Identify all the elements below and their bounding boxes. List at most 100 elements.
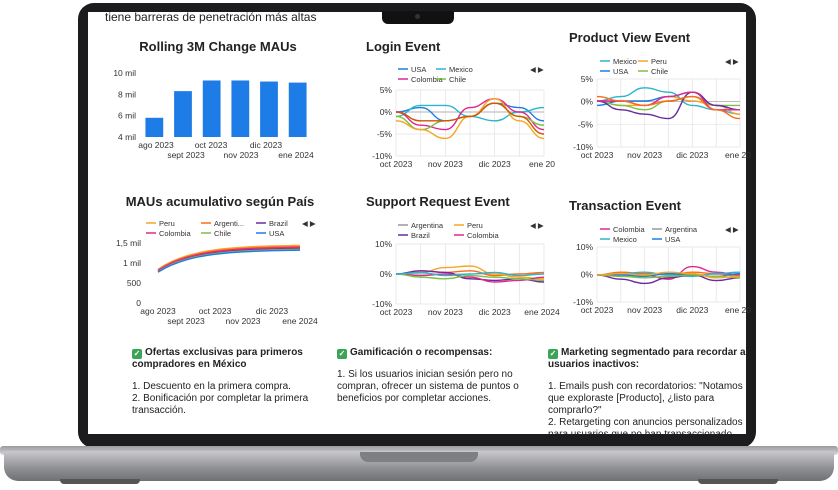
legend-label: Argentina bbox=[665, 225, 698, 234]
y-tick-label: -10% bbox=[573, 142, 593, 152]
series-line bbox=[395, 102, 545, 135]
legend-label: Colombia bbox=[159, 229, 192, 238]
legend-label: Colombia bbox=[613, 225, 646, 234]
legend-label: Argenti... bbox=[214, 219, 244, 228]
y-tick-label: 10% bbox=[576, 242, 593, 252]
y-tick-label: 10 mil bbox=[113, 68, 136, 78]
legend-label: Mexico bbox=[449, 65, 473, 74]
header-text: tiene barreras de penetración más altas bbox=[105, 10, 317, 24]
x-tick-label: ago 2023 bbox=[140, 306, 176, 316]
legend-label: Peru bbox=[159, 219, 175, 228]
y-tick-label: 10% bbox=[375, 239, 392, 249]
legend-nav-arrows: ◀ ▶ bbox=[725, 225, 740, 234]
check-icon: ✓ bbox=[132, 349, 142, 359]
x-tick-label: dic 2023 bbox=[479, 307, 511, 317]
x-tick-label: ene 2024 bbox=[524, 307, 560, 317]
note-body: 1. Descuento en la primera compra. 2. Bon… bbox=[132, 381, 309, 416]
x-tick-label: dic 2023 bbox=[479, 159, 511, 169]
x-tick-label: nov 2023 bbox=[226, 316, 261, 326]
y-tick-label: -10% bbox=[372, 151, 392, 161]
x-tick-label: oct 2023 bbox=[581, 150, 614, 160]
x-tick-label: sept 2023 bbox=[167, 150, 205, 160]
bar bbox=[145, 117, 164, 137]
note-body: 1. Si los usuarios inician sesión pero n… bbox=[337, 369, 519, 404]
x-tick-label: nov 2023 bbox=[627, 305, 662, 315]
chart-title: Rolling 3M Change MAUs bbox=[139, 39, 296, 54]
x-tick-label: ene 2024 bbox=[282, 316, 318, 326]
series-line bbox=[395, 271, 545, 277]
bar bbox=[260, 81, 278, 137]
y-tick-label: 8 mil bbox=[118, 89, 136, 99]
chart-title: Product View Event bbox=[569, 30, 691, 45]
series-line bbox=[395, 273, 545, 283]
check-icon: ✓ bbox=[548, 349, 558, 359]
bar bbox=[231, 80, 250, 137]
x-tick-label: ago 2023 bbox=[138, 140, 174, 150]
x-tick-label: nov 2023 bbox=[428, 159, 463, 169]
x-tick-label: dic 2023 bbox=[250, 140, 282, 150]
series-line bbox=[395, 98, 545, 131]
legend-label: Brazil bbox=[269, 219, 288, 228]
legend-label: Mexico bbox=[613, 57, 637, 66]
series-line bbox=[596, 91, 741, 120]
y-tick-label: -5% bbox=[578, 119, 594, 129]
y-tick-label: 0% bbox=[581, 270, 594, 280]
y-tick-label: 4 mil bbox=[118, 132, 136, 142]
legend-label: Colombia bbox=[467, 231, 500, 240]
chart-title: Login Event bbox=[366, 39, 441, 54]
note-marketing: ✓ Marketing segmentado para recordar a us… bbox=[548, 347, 746, 435]
bar bbox=[202, 80, 221, 137]
y-tick-label: 1,5 mil bbox=[116, 238, 141, 248]
laptop-thumb-groove bbox=[360, 452, 478, 462]
x-tick-label: ene 20 bbox=[725, 305, 751, 315]
camera-icon bbox=[415, 14, 420, 19]
x-tick-label: dic 2023 bbox=[676, 305, 708, 315]
legend-label: Mexico bbox=[613, 235, 637, 244]
laptop-screen bbox=[88, 12, 746, 434]
x-tick-label: ene 20 bbox=[725, 150, 751, 160]
series-line bbox=[395, 273, 545, 282]
x-tick-label: dic 2023 bbox=[676, 150, 708, 160]
y-tick-label: 0% bbox=[581, 97, 594, 107]
y-tick-label: 1 mil bbox=[123, 258, 141, 268]
y-tick-label: -5% bbox=[377, 129, 393, 139]
x-tick-label: ene 2024 bbox=[278, 150, 314, 160]
series-line bbox=[157, 246, 301, 272]
y-tick-label: 0% bbox=[380, 107, 393, 117]
y-tick-label: -10% bbox=[372, 299, 392, 309]
series-line bbox=[596, 274, 741, 279]
y-tick-label: 500 bbox=[127, 278, 141, 288]
y-tick-label: 0% bbox=[380, 269, 393, 279]
y-tick-label: 6 mil bbox=[118, 111, 136, 121]
legend-nav-arrows: ◀ ▶ bbox=[530, 221, 545, 230]
series-line bbox=[596, 271, 741, 279]
x-tick-label: ene 20 bbox=[529, 159, 555, 169]
bar bbox=[174, 91, 192, 137]
x-tick-label: sept 2023 bbox=[167, 316, 205, 326]
note-gamification: ✓ Gamificación o recompensas: 1. Si los u… bbox=[337, 347, 532, 405]
chart-title: Transaction Event bbox=[569, 198, 682, 213]
series-line bbox=[157, 249, 301, 273]
note-heading: ✓ Ofertas exclusivas para primeros compra… bbox=[132, 347, 303, 370]
x-tick-label: oct 2023 bbox=[380, 159, 413, 169]
x-tick-label: nov 2023 bbox=[224, 150, 259, 160]
laptop-foot-right bbox=[698, 479, 778, 484]
legend-label: Chile bbox=[651, 67, 668, 76]
note-heading: ✓ Marketing segmentado para recordar a us… bbox=[548, 347, 746, 370]
legend-label: USA bbox=[665, 235, 680, 244]
check-icon: ✓ bbox=[337, 349, 347, 359]
x-tick-label: oct 2023 bbox=[380, 307, 413, 317]
note-heading: ✓ Gamificación o recompensas: bbox=[337, 347, 493, 359]
legend-label: Colombia bbox=[411, 75, 444, 84]
legend-nav-arrows: ◀ ▶ bbox=[302, 219, 317, 228]
chart-title: MAUs acumulativo según País bbox=[126, 194, 315, 209]
legend-label: Peru bbox=[467, 221, 483, 230]
legend-nav-arrows: ◀ ▶ bbox=[530, 65, 545, 74]
legend-label: USA bbox=[269, 229, 284, 238]
legend-label: USA bbox=[613, 67, 628, 76]
legend-label: Peru bbox=[651, 57, 667, 66]
y-tick-label: 5% bbox=[581, 74, 594, 84]
note-offers: ✓ Ofertas exclusivas para primeros compra… bbox=[132, 347, 322, 417]
y-tick-label: -10% bbox=[573, 297, 593, 307]
